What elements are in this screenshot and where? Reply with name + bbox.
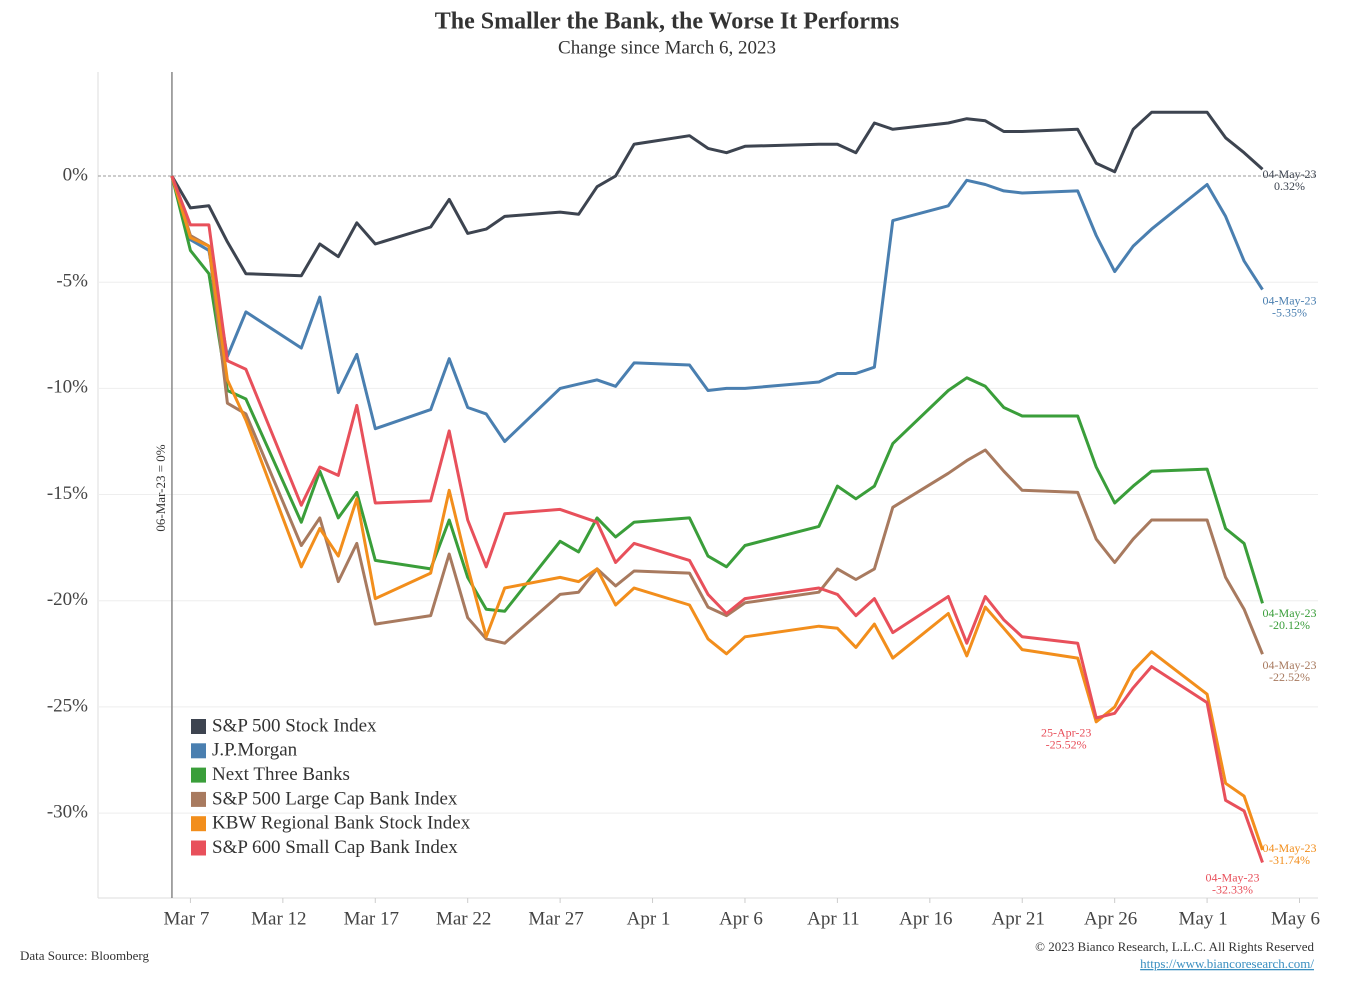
series-line xyxy=(170,175,1264,864)
value-label: -22.52% xyxy=(1269,670,1310,684)
legend-swatch xyxy=(191,816,206,832)
value-label: -5.35% xyxy=(1272,305,1307,319)
label-date: 04-May-23 xyxy=(1263,606,1317,620)
legend-label: Next Three Banks xyxy=(212,764,350,785)
series-line xyxy=(170,175,1264,851)
legend-label: KBW Regional Bank Stock Index xyxy=(212,813,471,834)
legend-swatch xyxy=(191,767,206,783)
series-line xyxy=(170,175,1264,443)
y-tick-label: -20% xyxy=(47,589,88,610)
url-link[interactable]: https://www.biancoresearch.com/ xyxy=(1140,956,1314,971)
y-tick-label: 0% xyxy=(63,164,89,185)
series-line xyxy=(170,175,1264,613)
x-tick-label: Mar 17 xyxy=(344,908,399,929)
x-tick-label: May 1 xyxy=(1179,908,1228,929)
source: Data Source: Bloomberg xyxy=(20,948,150,963)
legend-swatch xyxy=(191,719,206,734)
x-tick-label: Apr 26 xyxy=(1084,908,1137,929)
value-label: -20.12% xyxy=(1269,618,1310,632)
label-date: 04-May-23 xyxy=(1263,841,1317,855)
y-tick-label: -25% xyxy=(47,695,88,716)
x-tick-label: Apr 16 xyxy=(899,908,952,929)
legend-swatch xyxy=(191,743,206,759)
value-label: -32.33% xyxy=(1212,882,1253,896)
series-line xyxy=(170,175,1264,655)
value-label: -31.74% xyxy=(1269,853,1310,867)
chart-title: The Smaller the Bank, the Worse It Perfo… xyxy=(435,9,899,35)
label-date: 25-Apr-23 xyxy=(1041,726,1091,740)
x-tick-label: May 6 xyxy=(1271,908,1320,929)
legend-swatch xyxy=(191,791,206,807)
legend-label: S&P 600 Small Cap Bank Index xyxy=(212,837,458,858)
x-tick-label: Apr 11 xyxy=(807,908,860,929)
x-tick-label: Mar 27 xyxy=(528,908,583,929)
legend-label: S&P 500 Large Cap Bank Index xyxy=(212,788,458,809)
label-date: 04-May-23 xyxy=(1263,167,1317,181)
y-tick-label: -10% xyxy=(47,377,88,398)
x-tick-label: Apr 6 xyxy=(719,908,763,929)
reference-label: 06-Mar-23 = 0% xyxy=(153,444,168,531)
x-tick-label: Mar 7 xyxy=(163,908,209,929)
legend-swatch xyxy=(191,840,206,856)
x-tick-label: Apr 1 xyxy=(627,908,671,929)
series-line xyxy=(170,110,1264,278)
y-tick-label: -5% xyxy=(56,271,88,292)
legend-label: J.P.Morgan xyxy=(212,740,298,761)
y-tick-label: -15% xyxy=(47,483,88,504)
label-date: 04-May-23 xyxy=(1263,293,1317,307)
x-tick-label: Mar 12 xyxy=(251,908,306,929)
y-tick-label: -30% xyxy=(47,801,88,822)
copyright: © 2023 Bianco Research, L.L.C. All Right… xyxy=(1035,939,1314,954)
label-date: 04-May-23 xyxy=(1263,658,1317,672)
legend-label: S&P 500 Stock Index xyxy=(212,715,377,736)
x-tick-label: Apr 21 xyxy=(992,908,1045,929)
value-label: 0.32% xyxy=(1274,179,1305,193)
chart-subtitle: Change since March 6, 2023 xyxy=(558,37,776,58)
label-date: 04-May-23 xyxy=(1206,870,1260,884)
x-tick-label: Mar 22 xyxy=(436,908,491,929)
value-label: -25.52% xyxy=(1046,738,1087,752)
